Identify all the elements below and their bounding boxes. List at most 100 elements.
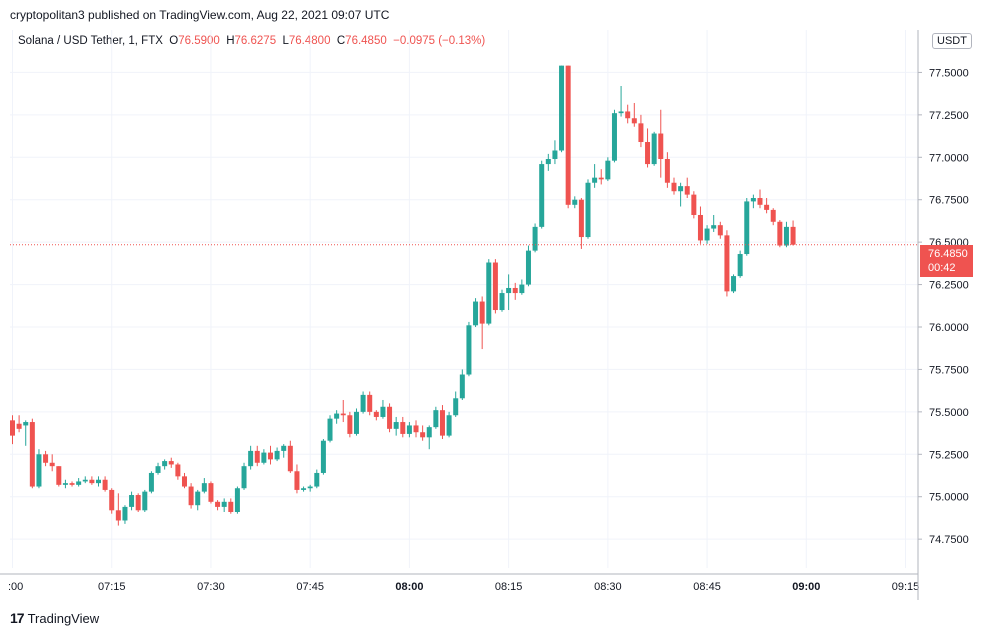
- candle-body: [23, 422, 29, 426]
- candle-body: [102, 479, 108, 490]
- symbol-name[interactable]: Solana / USD Tether, 1, FTX: [18, 35, 163, 47]
- candle-body: [492, 262, 498, 311]
- candle-body: [697, 214, 703, 241]
- candle-body: [473, 301, 479, 326]
- y-tick-label: 76.7500: [929, 195, 969, 207]
- candle-body: [43, 454, 49, 463]
- candle-body: [446, 415, 452, 436]
- candle-body: [631, 118, 637, 124]
- candle-body: [525, 250, 531, 285]
- y-tick-label: 75.7500: [929, 364, 969, 376]
- candle-body: [56, 466, 62, 485]
- candle-body: [684, 186, 690, 195]
- candle-body: [486, 262, 492, 324]
- candle-body: [175, 464, 181, 477]
- candle-body: [122, 506, 128, 521]
- x-tick-label: 08:15: [495, 581, 523, 593]
- candle-body: [320, 440, 326, 473]
- candle-body: [353, 411, 359, 434]
- candle-body: [287, 445, 293, 472]
- candle-body: [499, 293, 505, 311]
- candle-body: [519, 284, 525, 294]
- candle-body: [413, 425, 419, 433]
- candle-body: [387, 406, 393, 429]
- candle-body: [592, 177, 598, 183]
- high-value: 76.6275: [234, 35, 277, 47]
- candle-body: [433, 410, 439, 428]
- x-tick-label: 09:00: [792, 581, 820, 593]
- y-tick-label: 76.2500: [929, 280, 969, 292]
- candle-body: [539, 164, 545, 227]
- x-tick-label: 08:30: [594, 581, 622, 593]
- candle-body: [221, 501, 227, 507]
- close-value: 76.4850: [345, 35, 387, 47]
- candle-body: [466, 325, 472, 375]
- high-label: H: [226, 35, 235, 47]
- change-value: −0.0975 (−0.13%): [393, 35, 486, 47]
- candle-body: [340, 413, 346, 416]
- candle-body: [691, 194, 697, 215]
- y-tick-label: 77.0000: [929, 152, 969, 164]
- candle-body: [598, 177, 604, 180]
- x-tick-label: 07:45: [296, 581, 324, 593]
- candle-body: [208, 483, 214, 502]
- candle-body: [155, 466, 161, 473]
- candle-body: [29, 422, 35, 487]
- candle-body: [162, 461, 168, 467]
- candle-body: [181, 476, 187, 487]
- candle-body: [334, 413, 340, 419]
- last-price-value: 76.4850: [928, 248, 968, 260]
- candle-body: [228, 501, 234, 512]
- candle-body: [744, 201, 750, 255]
- tradingview-brand[interactable]: 17 TradingView: [10, 610, 99, 626]
- y-tick-label: 75.2500: [929, 449, 969, 461]
- candle-body: [585, 182, 591, 238]
- candle-body: [254, 450, 260, 463]
- candle-body: [109, 489, 115, 511]
- candle-body: [360, 394, 366, 412]
- candle-body: [678, 186, 684, 192]
- candle-body: [638, 123, 644, 143]
- candle-body: [135, 495, 141, 511]
- candle-body: [559, 65, 565, 151]
- candle-body: [267, 452, 273, 460]
- y-tick-label: 74.7500: [929, 534, 969, 546]
- candle-body: [711, 225, 717, 229]
- candle-body: [261, 452, 267, 463]
- x-tick-label: 07:30: [197, 581, 225, 593]
- candle-body: [671, 182, 677, 192]
- candle-body: [777, 221, 783, 246]
- candle-body: [512, 287, 518, 294]
- candle-body: [314, 472, 320, 487]
- candle-body: [301, 488, 307, 490]
- y-tick-label: 76.0000: [929, 322, 969, 334]
- candle-body: [76, 481, 82, 485]
- candle-body: [36, 454, 42, 487]
- candle-body: [545, 158, 551, 165]
- candle-body: [459, 374, 465, 399]
- open-value: 76.5900: [178, 35, 220, 47]
- candle-body: [664, 158, 670, 183]
- last-price-label: 76.4850 00:42: [920, 245, 973, 277]
- candle-body: [704, 228, 710, 241]
- candle-body: [790, 226, 796, 245]
- y-tick-label: 77.2500: [929, 110, 969, 122]
- published-by-text: cryptopolitan3 published on TradingView.…: [10, 8, 390, 22]
- symbol-legend: Solana / USD Tether, 1, FTX O76.5900 H76…: [18, 35, 485, 47]
- currency-selector[interactable]: USDT: [932, 33, 972, 49]
- candle-body: [420, 432, 426, 438]
- candle-body: [565, 65, 571, 205]
- candle-body: [215, 501, 221, 507]
- candle-body: [367, 394, 373, 412]
- candle-body: [453, 398, 459, 416]
- y-tick-label: 77.5000: [929, 67, 969, 79]
- candle-body: [658, 133, 664, 159]
- candle-body: [380, 406, 386, 417]
- x-tick-label: 08:00: [395, 581, 423, 593]
- candle-body: [750, 198, 756, 202]
- candle-body: [10, 420, 15, 436]
- x-tick-label: :00: [8, 581, 23, 593]
- candle-body: [506, 287, 512, 294]
- candle-body: [62, 483, 68, 485]
